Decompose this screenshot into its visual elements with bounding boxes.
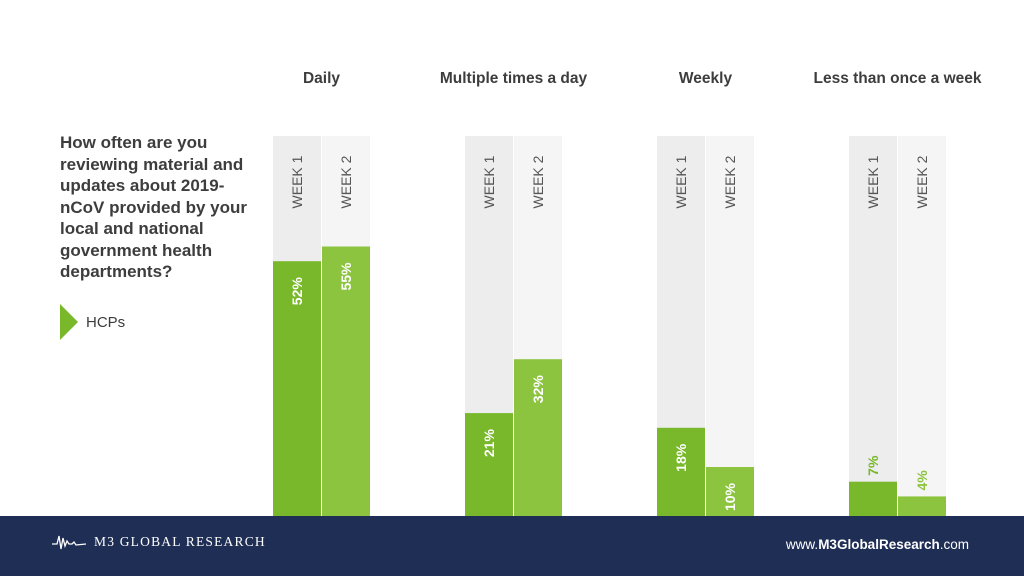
- bar-track: [706, 136, 754, 516]
- logo-text: M3 GLOBAL RESEARCH: [94, 534, 266, 549]
- data-label: 10%: [722, 482, 738, 511]
- data-label: 32%: [530, 375, 546, 404]
- bar-week-2: [322, 246, 370, 516]
- series-label: WEEK 1: [289, 155, 305, 208]
- bar-track: [849, 136, 897, 516]
- website-url: www.M3GlobalResearch.com: [786, 537, 969, 552]
- bar-week-1: [465, 413, 513, 516]
- legend: HCPs: [60, 304, 125, 340]
- series-label: WEEK 1: [481, 155, 497, 208]
- category-header: Less than once a week: [814, 70, 982, 87]
- data-label: 4%: [914, 470, 930, 491]
- legend-marker: [60, 304, 78, 340]
- series-label: WEEK 2: [530, 155, 546, 208]
- category-header: Weekly: [679, 70, 733, 87]
- m3-logo: M3 GLOBAL RESEARCH: [52, 532, 266, 552]
- data-label: 21%: [481, 429, 497, 458]
- category-header: Daily: [303, 70, 340, 87]
- site-prefix: www.: [785, 537, 819, 552]
- series-label: WEEK 1: [865, 155, 881, 208]
- bar-week-2: [898, 496, 946, 516]
- bar-week-1: [273, 261, 321, 516]
- frequency-bar-chart: Daily WEEK 1 52% WEEK 2 55% Multiple times a …: [273, 70, 982, 516]
- bar-week-2: [706, 467, 754, 516]
- bar-week-1: [657, 427, 705, 516]
- footer-bar: M3 GLOBAL RESEARCH www.M3GlobalResearch.…: [0, 516, 1024, 576]
- site-suffix: .com: [939, 537, 969, 552]
- bar-week-1: [849, 481, 897, 516]
- bar-track: [898, 136, 946, 516]
- legend-label: HCPs: [86, 313, 126, 331]
- category-header: Multiple times a day: [440, 70, 588, 87]
- series-label: WEEK 2: [914, 155, 930, 208]
- survey-question: How often are you reviewing material and…: [60, 133, 248, 281]
- series-label: WEEK 2: [338, 155, 354, 208]
- data-label: 7%: [865, 455, 881, 476]
- data-label: 18%: [673, 443, 689, 472]
- data-label: 55%: [338, 262, 354, 291]
- site-name: M3GlobalResearch: [818, 537, 940, 552]
- data-label: 52%: [289, 277, 305, 306]
- series-label: WEEK 1: [673, 155, 689, 208]
- series-label: WEEK 2: [722, 155, 738, 208]
- heartbeat-icon: [52, 535, 86, 550]
- bar-week-2: [514, 359, 562, 516]
